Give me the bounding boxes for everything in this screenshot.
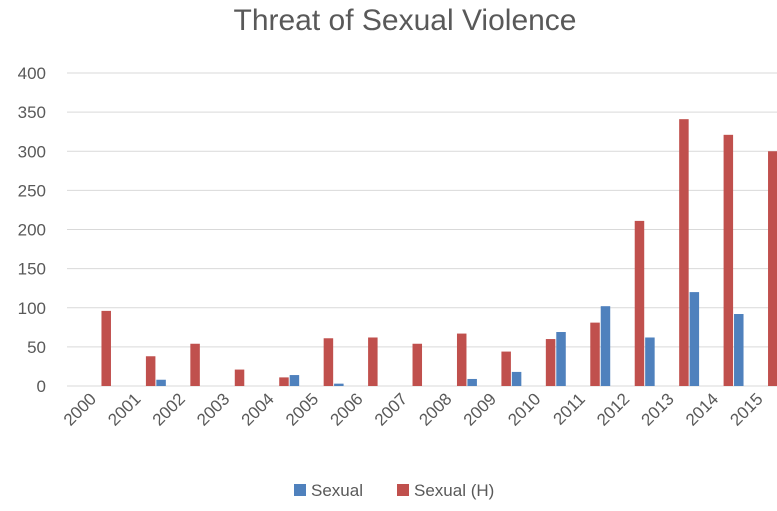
bar-sexual-2015 (734, 314, 744, 386)
bar-sexual-2010 (511, 371, 522, 386)
bar-sexual-2009 (467, 378, 477, 386)
legend-swatch-sexual (294, 484, 306, 496)
bar-sexual-2014 (689, 292, 700, 386)
bar-sexual-2012 (600, 306, 611, 386)
y-tick-label-100: 100 (18, 299, 46, 318)
legend-swatch-sexual-h (397, 484, 409, 496)
bar-sexual-2013 (645, 337, 655, 386)
gridlines (67, 72, 777, 387)
y-tick-label-0: 0 (37, 377, 46, 396)
bar-sexual-h-2008 (456, 333, 467, 386)
x-tick-label-2013: 2013 (638, 389, 678, 429)
x-tick-label-2011: 2011 (550, 389, 589, 428)
y-tick-label-400: 400 (18, 64, 46, 83)
bar-sexual-h-2011 (590, 322, 600, 386)
y-tick-label-150: 150 (18, 260, 46, 279)
x-tick-label-2010: 2010 (504, 389, 544, 429)
x-tick-label-2015: 2015 (726, 389, 766, 429)
y-tick-label-50: 50 (27, 338, 46, 357)
y-tick-label-200: 200 (18, 221, 46, 240)
x-tick-label-2000: 2000 (60, 389, 100, 429)
x-tick-label-2008: 2008 (415, 389, 455, 429)
x-tick-label-2007: 2007 (371, 389, 411, 429)
bars (101, 119, 777, 387)
y-tick-label-250: 250 (18, 181, 46, 200)
bar-sexual-h-2001 (145, 356, 156, 386)
x-tick-label-2014: 2014 (682, 389, 722, 429)
bar-sexual-h-2006 (368, 337, 378, 386)
bar-sexual-h-2000 (101, 310, 111, 386)
bar-sexual-h-2010 (545, 339, 556, 386)
bar-sexual-h-2004 (279, 377, 289, 386)
bar-sexual-h-2005 (323, 338, 334, 386)
bar-sexual-h-2012 (634, 220, 645, 386)
bar-sexual-h-2007 (412, 343, 423, 386)
legend-label-sexual: Sexual (311, 481, 363, 500)
bar-sexual-h-2002 (190, 343, 200, 386)
bar-sexual-h-2009 (501, 351, 511, 386)
x-tick-label-2012: 2012 (593, 389, 633, 429)
x-tick-label-2005: 2005 (282, 389, 322, 429)
bar-sexual-2006 (334, 383, 344, 386)
bar-sexual-2002 (156, 379, 166, 386)
bar-sexual-2011 (556, 332, 566, 386)
bar-sexual-h-2013 (679, 119, 689, 387)
x-tick-label-2009: 2009 (460, 389, 500, 429)
y-axis-ticks: 0 50 100 150 200 250 300 350 400 (18, 64, 46, 396)
legend: Sexual Sexual (H) (294, 481, 494, 500)
bar-sexual-h-2014 (723, 134, 734, 386)
y-tick-label-350: 350 (18, 103, 46, 122)
x-tick-label-2006: 2006 (326, 389, 366, 429)
bar-sexual-h-2003 (234, 369, 245, 386)
x-tick-label-2001: 2001 (104, 389, 144, 429)
bar-sexual-h-2015 (768, 151, 777, 386)
x-tick-label-2003: 2003 (193, 389, 233, 429)
bar-sexual-2005 (289, 375, 300, 386)
x-tick-label-2002: 2002 (149, 389, 189, 429)
legend-label-sexual-h: Sexual (H) (414, 481, 494, 500)
x-axis-ticks: 2000 2001 2002 2003 2004 2005 2006 2007 2008 2009… (60, 389, 767, 429)
chart-title: Threat of Sexual Violence (234, 4, 577, 37)
x-tick-label-2004: 2004 (238, 389, 278, 429)
y-tick-label-300: 300 (18, 142, 46, 161)
